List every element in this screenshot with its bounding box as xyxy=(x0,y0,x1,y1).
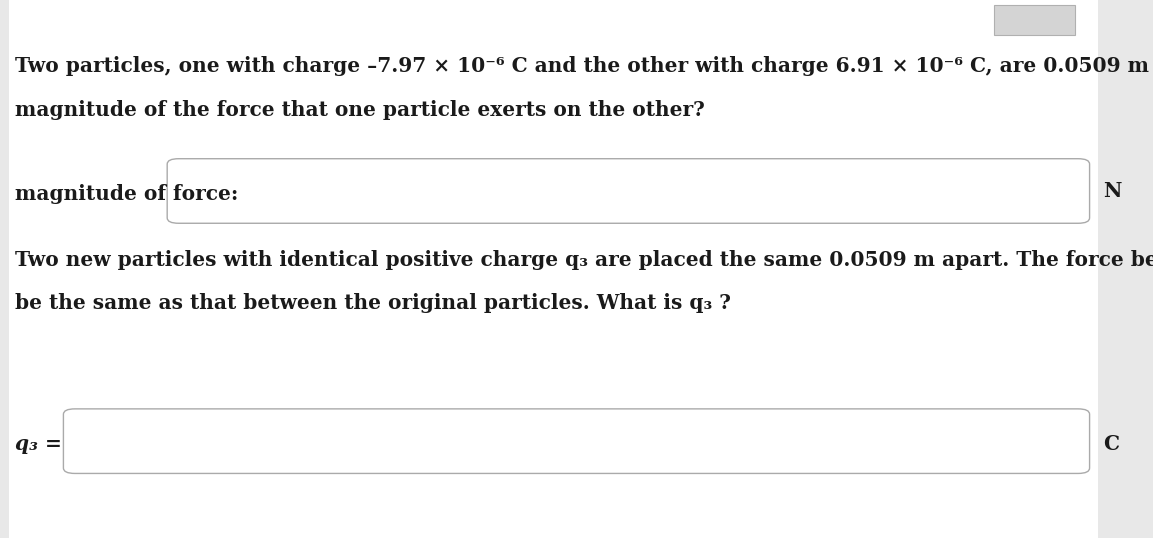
Text: C: C xyxy=(1103,434,1120,454)
FancyBboxPatch shape xyxy=(63,409,1090,473)
Text: N: N xyxy=(1103,181,1122,201)
FancyBboxPatch shape xyxy=(167,159,1090,223)
Text: magnitude of force:: magnitude of force: xyxy=(15,183,239,204)
Text: q₃ =: q₃ = xyxy=(15,434,62,454)
Text: magnitude of the force that one particle exerts on the other?: magnitude of the force that one particle… xyxy=(15,100,704,119)
FancyBboxPatch shape xyxy=(9,0,1098,538)
Text: Two new particles with identical positive charge q₃ are placed the same 0.0509 m: Two new particles with identical positiv… xyxy=(15,250,1153,270)
Text: Two particles, one with charge –7.97 × 10⁻⁶ C and the other with charge 6.91 × 1: Two particles, one with charge –7.97 × 1… xyxy=(15,56,1153,76)
Text: be the same as that between the original particles. What is q₃ ?: be the same as that between the original… xyxy=(15,293,731,313)
FancyBboxPatch shape xyxy=(994,5,1075,35)
